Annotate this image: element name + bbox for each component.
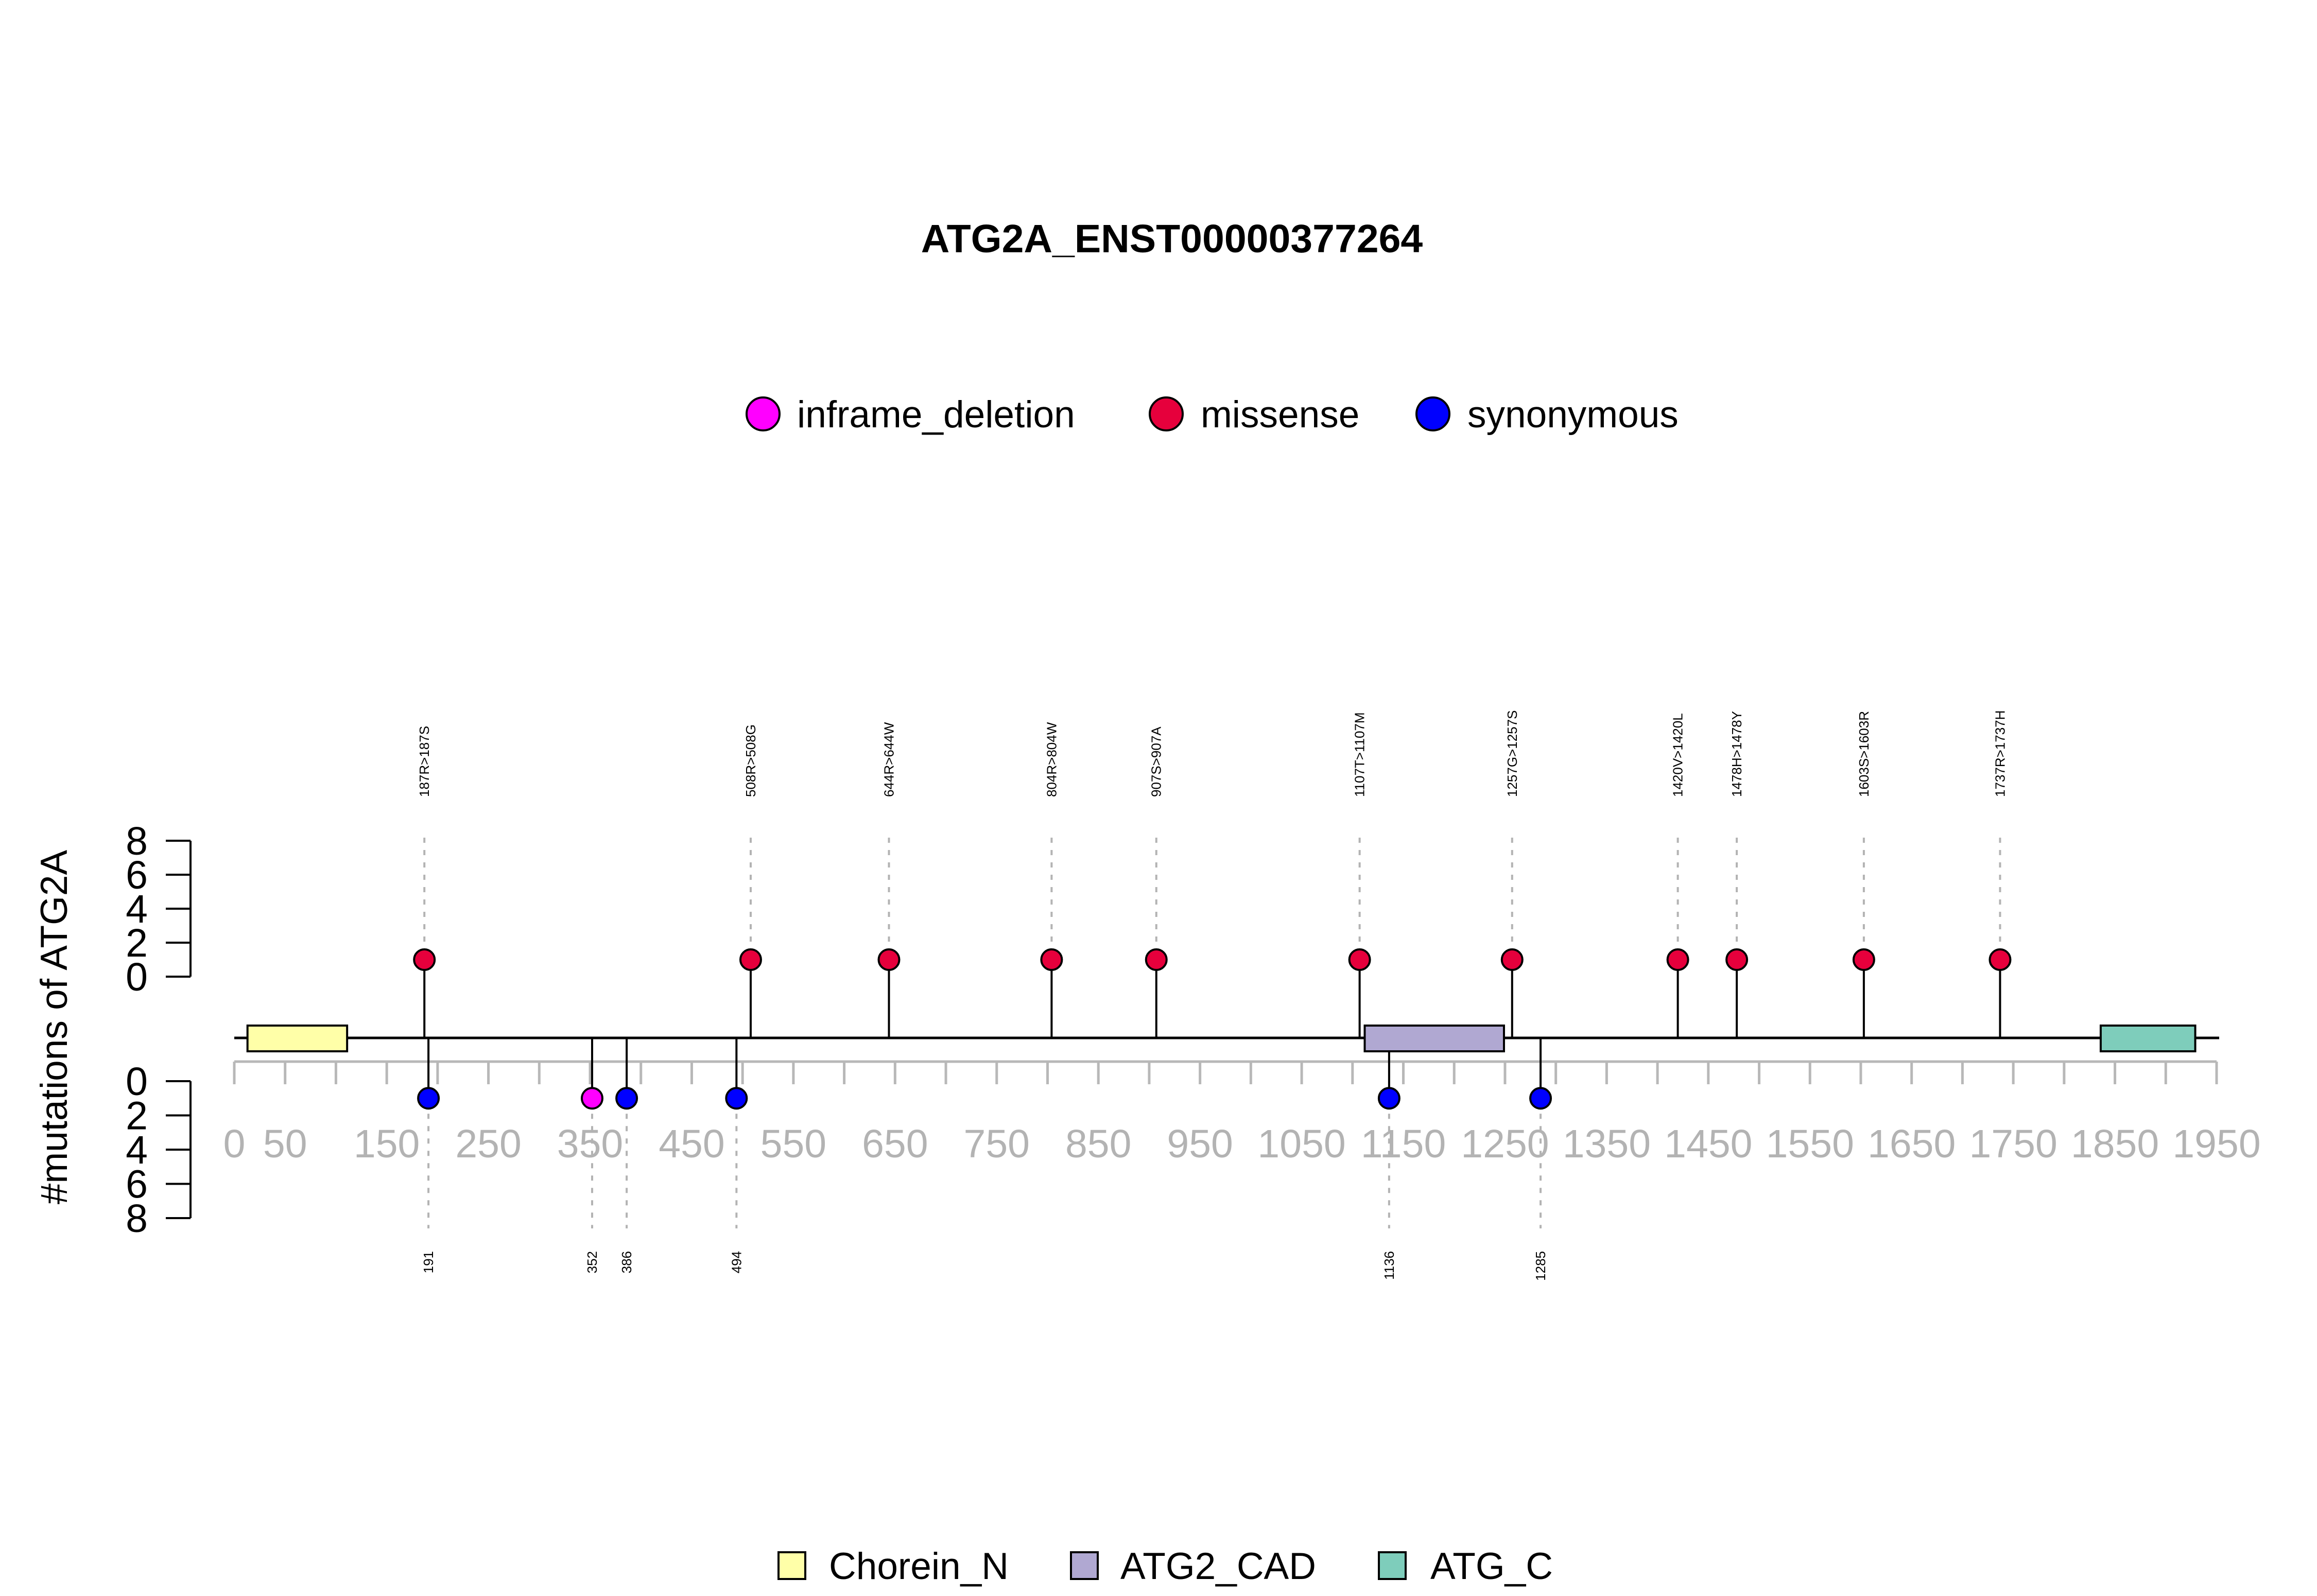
mutation-label: 494 bbox=[729, 1251, 744, 1273]
mutation-label: 1603S>1603R bbox=[1856, 711, 1872, 797]
mutation-point bbox=[1852, 948, 1875, 971]
domain-legend: Chorein_N ATG2_CAD ATG_C bbox=[777, 1546, 1553, 1587]
legend-swatch bbox=[1378, 1551, 1407, 1580]
legend-marker bbox=[1415, 396, 1450, 431]
mutation-point bbox=[1989, 948, 2012, 971]
protein-domains bbox=[246, 1025, 2197, 1052]
mutation-label: 386 bbox=[619, 1251, 634, 1273]
x-tick-label: 150 bbox=[354, 1122, 420, 1166]
x-tick-label: 50 bbox=[263, 1122, 307, 1166]
x-tick-label: 1250 bbox=[1461, 1122, 1549, 1166]
mutation-label: 1737R>1737H bbox=[1992, 710, 2008, 797]
mutation-point bbox=[725, 1087, 748, 1110]
x-tick-label: 0 bbox=[223, 1122, 246, 1166]
mutation-type-legend: inframe_deletion missense synonymous bbox=[746, 394, 1679, 436]
x-tick-label: 450 bbox=[659, 1122, 724, 1166]
mutation-point bbox=[615, 1087, 638, 1110]
mutation-point bbox=[739, 948, 762, 971]
mutation-label: 804R>804W bbox=[1044, 722, 1059, 797]
mutation-point bbox=[1725, 948, 1749, 971]
mutation-label: 1136 bbox=[1381, 1251, 1397, 1280]
y-axis-label: #mutations of ATG2A bbox=[33, 849, 75, 1204]
mutation-point bbox=[580, 1087, 603, 1110]
domain-box bbox=[246, 1025, 349, 1052]
mutation-label: 1478H>1478Y bbox=[1729, 711, 1744, 797]
x-tick-label: 950 bbox=[1167, 1122, 1233, 1166]
mutation-label: 644R>644W bbox=[881, 722, 896, 797]
x-tick-label: 1750 bbox=[1969, 1122, 2057, 1166]
legend-swatch bbox=[777, 1551, 806, 1580]
mutation-label: 187R>187S bbox=[417, 726, 432, 797]
x-tick-label: 1650 bbox=[1868, 1122, 1956, 1166]
y-tick-label: 8 bbox=[126, 1196, 148, 1241]
mutation-point bbox=[1500, 948, 1524, 971]
mutation-label: 1285 bbox=[1533, 1251, 1548, 1281]
x-tick-label: 1350 bbox=[1563, 1122, 1651, 1166]
mutation-label: 352 bbox=[584, 1251, 600, 1273]
domain-box bbox=[1363, 1025, 1505, 1052]
mutation-label: 1257G>1257S bbox=[1505, 710, 1520, 797]
legend-label: Chorein_N bbox=[829, 1546, 1009, 1587]
x-tick-label: 1850 bbox=[2071, 1122, 2159, 1166]
x-tick-label: 1450 bbox=[1664, 1122, 1752, 1166]
mutation-point bbox=[413, 948, 436, 971]
y-tick-label: 6 bbox=[126, 1163, 148, 1207]
y-tick-label: 0 bbox=[126, 955, 148, 999]
x-tick-label: 550 bbox=[760, 1122, 826, 1166]
mutation-points bbox=[413, 948, 2012, 1110]
y-tick-label: 2 bbox=[126, 921, 148, 965]
x-tick-label: 750 bbox=[964, 1122, 1030, 1166]
mutation-label: 1420V>1420L bbox=[1670, 713, 1686, 797]
y-tick-label: 8 bbox=[126, 819, 148, 863]
mutation-point bbox=[417, 1087, 440, 1110]
mutation-stems: 187R>187S 508R>508G 644R>644W 804R>804W 907S… bbox=[417, 710, 2008, 1281]
mutation-point bbox=[1377, 1087, 1400, 1110]
mutation-point bbox=[1145, 948, 1168, 971]
x-tick-label: 1150 bbox=[1361, 1122, 1446, 1166]
legend-marker bbox=[1149, 396, 1184, 431]
legend-swatch bbox=[1070, 1551, 1099, 1580]
domain-box bbox=[2099, 1025, 2197, 1052]
x-tick-label: 250 bbox=[455, 1122, 521, 1166]
x-tick-label: 1050 bbox=[1257, 1122, 1345, 1166]
legend-label: missense bbox=[1201, 394, 1359, 436]
y-tick-label: 0 bbox=[126, 1060, 148, 1104]
mutation-point bbox=[877, 948, 901, 971]
mutation-label: 907S>907A bbox=[1149, 726, 1164, 797]
mutation-label: 1107T>1107M bbox=[1352, 712, 1368, 797]
mutation-point bbox=[1348, 948, 1371, 971]
legend-label: ATG_C bbox=[1430, 1546, 1553, 1587]
legend-label: synonymous bbox=[1467, 394, 1679, 436]
mutation-label: 508R>508G bbox=[743, 724, 758, 797]
mutation-point bbox=[1529, 1087, 1552, 1110]
chart-title: ATG2A_ENST00000377264 bbox=[921, 217, 1423, 261]
mutation-point bbox=[1040, 948, 1063, 971]
legend-label: ATG2_CAD bbox=[1120, 1546, 1316, 1587]
y-tick-label: 6 bbox=[126, 853, 148, 897]
x-tick-label: 850 bbox=[1065, 1122, 1131, 1166]
mutation-point bbox=[1666, 948, 1689, 971]
x-axis: 0 50 150 250 350 450 550 650 750 850 950 1050 1150 12… bbox=[223, 1060, 2261, 1166]
y-tick-label: 2 bbox=[126, 1094, 148, 1138]
x-tick-label: 1550 bbox=[1766, 1122, 1854, 1166]
legend-label: inframe_deletion bbox=[797, 394, 1075, 436]
y-tick-label: 4 bbox=[126, 1128, 148, 1172]
x-tick-label: 1950 bbox=[2172, 1122, 2260, 1166]
x-tick-label: 350 bbox=[557, 1122, 623, 1166]
mutation-label: 191 bbox=[421, 1251, 436, 1273]
legend-marker bbox=[746, 396, 781, 431]
x-tick-label: 650 bbox=[862, 1122, 928, 1166]
y-tick-label: 4 bbox=[126, 887, 148, 931]
